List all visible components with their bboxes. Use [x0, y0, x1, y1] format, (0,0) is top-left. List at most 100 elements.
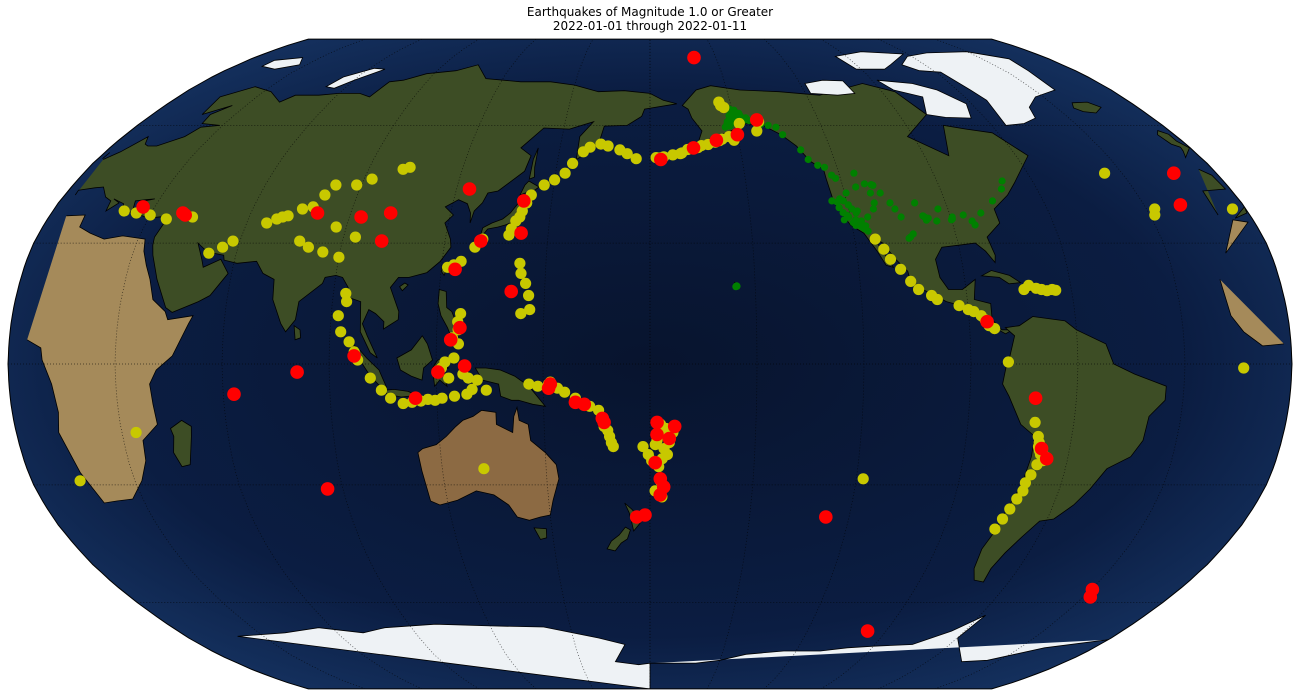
quake-marker-medium — [989, 523, 1001, 535]
quake-marker-small — [988, 197, 997, 205]
quake-marker-small — [933, 217, 941, 225]
quake-marker-large — [577, 397, 592, 412]
quake-marker-large — [730, 127, 745, 142]
quake-marker-large — [474, 234, 488, 248]
chart-title-block: Earthquakes of Magnitude 1.0 or Greater … — [0, 5, 1300, 33]
land-antarctica — [237, 614, 1109, 689]
quake-marker-medium — [217, 241, 229, 253]
quake-marker-small — [732, 283, 740, 291]
quake-marker-small — [860, 180, 869, 188]
quake-marker-medium — [532, 380, 544, 392]
quake-marker-medium — [1099, 167, 1111, 179]
quake-marker-medium — [520, 277, 532, 289]
meridian-line — [820, 39, 972, 689]
quake-marker-medium — [480, 384, 492, 396]
quake-marker-large — [517, 194, 531, 208]
quake-marker-medium — [397, 397, 409, 410]
quake-marker-medium — [595, 138, 607, 150]
quake-marker-medium — [559, 386, 571, 398]
quake-marker-large — [504, 284, 518, 299]
quake-marker-small — [891, 205, 899, 213]
quake-marker-medium — [319, 189, 331, 201]
quake-marker-medium — [364, 372, 376, 384]
quake-marker-medium — [1226, 203, 1239, 215]
quake-marker-medium — [895, 263, 907, 275]
land-sri-lanka — [293, 324, 302, 341]
quake-marker-medium — [144, 209, 156, 221]
quake-marker-medium — [330, 179, 342, 191]
land-new-zealand-south — [606, 526, 631, 552]
land-new-guinea — [474, 367, 547, 407]
quake-marker-small — [832, 174, 840, 182]
quake-marker-large — [462, 182, 477, 196]
quake-marker-large — [431, 365, 445, 379]
land-cuba — [980, 270, 1022, 285]
quake-marker-medium — [733, 117, 745, 130]
quake-marker-medium — [913, 283, 925, 296]
meridian-line — [877, 39, 1079, 689]
quake-marker-small — [911, 199, 919, 207]
quake-marker-large — [653, 488, 667, 502]
quake-marker-small — [852, 183, 860, 191]
quake-marker-large — [662, 431, 677, 446]
quake-marker-medium — [523, 289, 535, 302]
quake-marker-medium — [74, 475, 86, 487]
quake-marker-medium — [523, 378, 535, 390]
land-svalbard — [261, 57, 304, 70]
quake-marker-small — [870, 199, 878, 207]
land-great-britain — [102, 130, 1190, 160]
meridian-line — [114, 39, 366, 689]
quake-marker-small — [779, 131, 787, 139]
quake-marker-medium — [1149, 209, 1161, 221]
quake-marker-large — [654, 152, 668, 167]
land-south-america — [973, 316, 1167, 583]
quake-marker-large — [448, 262, 462, 277]
quake-marker-medium — [471, 374, 483, 386]
quake-marker-medium — [349, 231, 361, 243]
quake-marker-small — [721, 123, 729, 131]
land-sakhalin — [528, 147, 539, 180]
quake-marker-small — [828, 197, 836, 205]
quake-marker-medium — [404, 161, 416, 173]
quake-marker-large — [383, 206, 398, 220]
quake-marker-medium — [1238, 362, 1250, 374]
quake-marker-medium — [857, 473, 869, 485]
quake-marker-medium — [607, 441, 619, 453]
quake-marker-large — [1083, 590, 1098, 604]
quake-marker-medium — [332, 310, 344, 322]
land-victoria-island — [804, 79, 856, 96]
quake-marker-large — [310, 206, 325, 220]
quake-marker-large — [227, 387, 241, 402]
quake-marker-medium — [630, 153, 642, 165]
quake-marker-medium — [341, 296, 353, 308]
quake-marker-medium — [317, 246, 329, 258]
land-novaya-zemlya — [324, 67, 386, 89]
quake-marker-medium — [160, 213, 172, 225]
quake-marker-medium — [296, 203, 309, 215]
quake-marker-large — [638, 508, 652, 522]
quake-marker-small — [947, 216, 956, 224]
quake-marker-medium — [515, 308, 527, 320]
quake-marker-medium — [333, 251, 345, 263]
quake-marker-small — [934, 205, 942, 213]
meridian-line — [435, 39, 537, 689]
land-africa — [26, 214, 1285, 504]
quake-marker-large — [1039, 451, 1054, 466]
earthquake-markers — [74, 50, 1250, 638]
chart-subtitle: 2022-01-01 through 2022-01-11 — [552, 19, 748, 33]
quake-marker-medium — [461, 388, 473, 400]
quake-marker-medium — [1011, 493, 1023, 505]
quake-marker-medium — [538, 179, 550, 191]
quake-marker-medium — [676, 147, 688, 159]
quake-marker-medium — [667, 149, 679, 161]
quake-marker-small — [853, 207, 861, 215]
quake-marker-medium — [385, 392, 397, 404]
quake-marker-medium — [996, 513, 1009, 525]
quake-marker-medium — [1025, 469, 1037, 481]
quake-marker-large — [648, 455, 662, 470]
quake-marker-small — [735, 109, 743, 117]
quake-marker-medium — [559, 167, 571, 179]
quake-marker-small — [772, 123, 780, 131]
quake-marker-large — [178, 208, 192, 222]
quake-marker-medium — [1050, 284, 1062, 296]
